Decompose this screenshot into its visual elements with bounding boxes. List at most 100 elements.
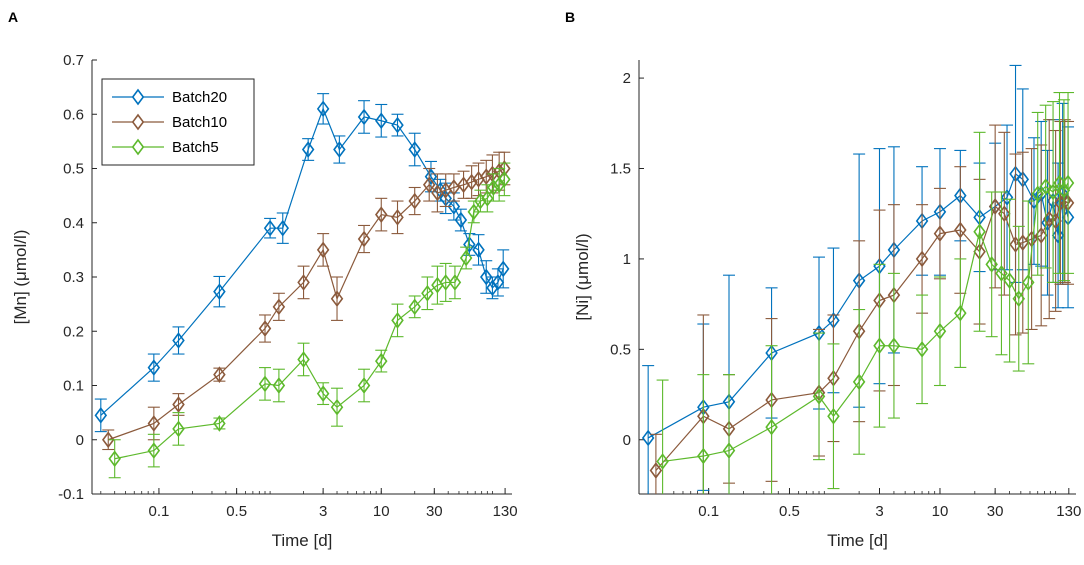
data-point [487, 179, 500, 196]
legend-label: Batch20 [172, 89, 227, 106]
y-tick-label: 0 [76, 432, 84, 449]
data-point [954, 304, 967, 322]
x-axis-label: Time [d] [272, 531, 333, 550]
error-bar [259, 367, 272, 401]
series-batch5 [108, 162, 511, 479]
error-bar [1062, 92, 1075, 274]
error-bar [1003, 198, 1016, 363]
data-point [375, 206, 388, 223]
data-point [1003, 272, 1016, 289]
error-bar [358, 100, 371, 134]
data-point [454, 211, 468, 229]
error-bar [317, 93, 330, 125]
x-tick-label: 30 [426, 503, 443, 520]
error-bar [933, 187, 946, 280]
y-tick-label: 0.5 [63, 161, 84, 178]
data-point [933, 322, 947, 340]
x-tick-label: 10 [932, 503, 949, 520]
y-tick-label: -0.1 [58, 486, 84, 503]
error-bar [995, 191, 1008, 356]
y-tick-label: 1 [623, 251, 631, 268]
legend: Batch20 Batch10 Batch5 [101, 78, 255, 166]
data-point [301, 141, 315, 158]
data-point [330, 398, 344, 416]
data-point [297, 351, 310, 368]
error-bar [408, 186, 421, 216]
data-point [812, 388, 826, 405]
error-bar [973, 131, 986, 332]
error-bar [998, 131, 1011, 296]
error-bar [439, 262, 452, 302]
data-point [995, 265, 1008, 282]
x-tick-label: 30 [987, 503, 1004, 520]
y-axis-label: [Mn] (μmol/l) [11, 230, 30, 325]
data-point [375, 352, 388, 370]
data-point [316, 100, 330, 118]
data-point [998, 205, 1011, 223]
legend-label: Batch5 [172, 139, 219, 156]
data-point [172, 332, 185, 349]
error-bar [697, 374, 710, 494]
error-bar [954, 258, 967, 368]
error-bar [331, 387, 344, 427]
error-bar [423, 167, 436, 202]
error-bar [916, 294, 929, 405]
data-point [933, 225, 947, 242]
data-point [1012, 290, 1026, 308]
error-bar [487, 173, 500, 202]
data-point [276, 219, 290, 237]
data-point [915, 250, 929, 268]
error-bar [498, 162, 511, 197]
data-point [954, 221, 967, 239]
error-bar [472, 234, 485, 266]
error-bar [375, 103, 388, 138]
error-bar [213, 417, 226, 430]
data-point [439, 274, 452, 291]
data-point [480, 268, 493, 286]
series-batch20 [94, 93, 510, 433]
legend-entry: Batch20 [112, 88, 227, 106]
data-point [408, 141, 421, 158]
data-point [375, 112, 388, 130]
error-bar [94, 398, 107, 433]
data-point [1039, 178, 1052, 195]
data-point [108, 450, 121, 468]
data-point [147, 415, 161, 432]
x-tick-label: 10 [373, 503, 390, 520]
error-bar [375, 197, 388, 232]
data-point [496, 260, 510, 278]
error-bar [765, 345, 778, 494]
data-point [498, 171, 511, 188]
y-tick-label: 0.7 [63, 52, 84, 69]
error-bar [1025, 148, 1038, 330]
data-point [1000, 189, 1014, 206]
data-point [465, 173, 478, 191]
data-point [765, 418, 778, 436]
x-tick-label: 130 [493, 503, 518, 520]
data-point [1031, 185, 1044, 203]
data-point [492, 176, 506, 194]
x-tick-label: 0.1 [698, 503, 719, 520]
error-bar [172, 412, 185, 446]
error-bar [213, 275, 226, 308]
error-bar [1031, 111, 1044, 276]
data-point [873, 337, 886, 355]
error-bar [1012, 225, 1025, 372]
error-bar [297, 342, 310, 377]
y-axis-label: [Ni] (μmol/l) [573, 233, 592, 320]
x-tick-label: 0.5 [226, 503, 247, 520]
error-bar [656, 379, 669, 494]
error-bar [1009, 153, 1022, 336]
data-point [213, 415, 226, 432]
legend-label: Batch10 [172, 114, 227, 131]
plot-area [641, 64, 1075, 494]
error-bar [108, 439, 121, 479]
error-bar [853, 308, 866, 455]
error-bar [1039, 104, 1052, 269]
panel-a: A -0.1 0 0.1 0.2 0.3 0.4 0.5 0.6 0.7 0.1 0.5 3 10 30 13… [8, 9, 518, 550]
data-point [491, 274, 505, 291]
y-tick-label: 0.4 [63, 215, 84, 232]
data-point [391, 116, 404, 134]
error-bar [465, 165, 478, 199]
